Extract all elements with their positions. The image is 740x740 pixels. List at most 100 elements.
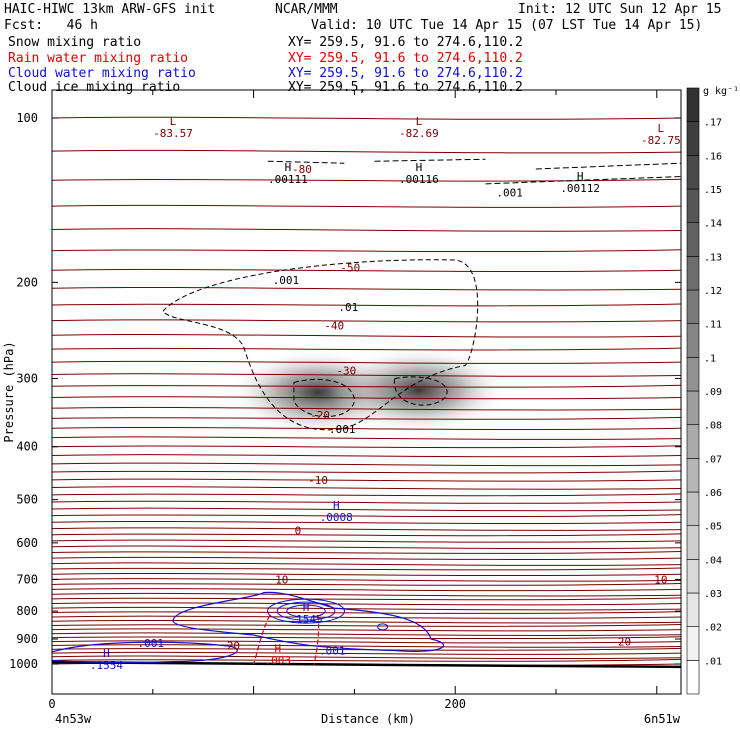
isotherm-label: -10 (308, 474, 328, 487)
isotherm-label: -30 (336, 364, 356, 377)
isotherm-line (52, 500, 681, 504)
isotherm-label: -50 (340, 262, 360, 275)
extremum-H: H (285, 161, 292, 174)
isotherm-line (52, 347, 681, 351)
colorbar-swatch (686, 491, 700, 526)
contour-label: .001 (319, 645, 346, 658)
extremum-value: .1554 (90, 659, 123, 672)
extremum-H: H (333, 499, 340, 512)
colorbar-swatch (686, 592, 700, 627)
isotherm-line (52, 426, 681, 431)
isotherm-line (52, 286, 681, 291)
x-axis-title: Distance (km) (321, 712, 415, 726)
isotherm-line (52, 651, 681, 655)
colorbar-swatch (686, 525, 700, 560)
isotherm-line (52, 655, 681, 660)
y-tick-label: 300 (16, 372, 38, 386)
colorbar-tick-label: .11 (704, 320, 722, 331)
cloud-water-contour-low (52, 641, 238, 664)
isotherm-line (52, 545, 681, 550)
plot-title: HAIC-HIWC 13km ARW-GFS init (4, 2, 216, 17)
isotherm-line (52, 647, 681, 651)
extremum-value: .00112 (560, 182, 600, 195)
extremum-H: H (577, 170, 584, 183)
isotherm-label: -40 (324, 320, 344, 333)
y-tick-label: 400 (16, 440, 38, 454)
colorbar-swatch (686, 626, 700, 661)
field-cloudice-label: Cloud ice mixing ratio (8, 80, 181, 95)
isotherm-line (52, 78, 681, 80)
isotherm-line (52, 436, 681, 440)
y-tick-label: 200 (16, 275, 38, 289)
colorbar-tick-label: .05 (704, 522, 722, 533)
isotherm-line (52, 334, 681, 338)
isotherm-line (52, 319, 681, 323)
isotherm-line (52, 268, 681, 272)
colorbar-tick-label: .09 (704, 387, 722, 398)
y-tick-label: 600 (16, 536, 38, 550)
org-label: NCAR/MMM (275, 2, 338, 17)
extremum-value: -83.57 (153, 127, 193, 140)
isotherm-line (52, 470, 681, 474)
isotherm-line (52, 562, 681, 566)
isotherm-line (52, 116, 681, 120)
colorbar-swatch (686, 424, 700, 459)
isotherm-line (52, 615, 681, 619)
y-tick-label: 100 (16, 111, 38, 125)
isotherm-line (52, 178, 681, 182)
field-cloudwater-xy: XY= 259.5, 91.6 to 274.6,110.2 (288, 66, 523, 81)
colorbar-swatch (686, 660, 700, 695)
colorbar-swatch (686, 323, 700, 358)
plot-border (51, 89, 682, 695)
colorbar-tick-label: .02 (704, 623, 722, 634)
isotherm-line (52, 636, 681, 640)
x-start-location: 4n53w (55, 712, 92, 726)
contour-label: .001 (138, 637, 165, 650)
x-tick-label: 0 (48, 697, 55, 711)
isotherm-line (52, 592, 681, 597)
isotherm-label: 0 (295, 525, 302, 538)
temperature-contours (52, 78, 681, 666)
extremum-value: .00116 (399, 173, 439, 186)
isotherm-label: -80 (292, 163, 312, 176)
cloud-water-contour-outer (172, 591, 444, 652)
field-rain-label: Rain water mixing ratio (8, 51, 189, 66)
colorbar-swatch (686, 222, 700, 257)
colorbar-swatch (686, 256, 700, 291)
isotherm-line (52, 462, 681, 467)
extremum-H: H (103, 647, 110, 660)
isotherm-line (52, 533, 681, 537)
snow-mixing-shading (228, 346, 509, 437)
contour-label: .001 (273, 274, 300, 287)
isotherm-label: 10 (654, 573, 667, 586)
isotherm-line (52, 373, 681, 377)
colorbar-tick-label: .16 (704, 151, 722, 162)
isotherm-line (52, 486, 681, 490)
colorbar-tick-label: .13 (704, 252, 722, 263)
colorbar-tick-label: .14 (704, 219, 722, 230)
isotherm-label: -20 (310, 409, 330, 422)
isotherm-line (52, 514, 681, 518)
isotherm-line (52, 228, 681, 232)
isotherm-line (52, 606, 681, 611)
extremum-value: .003 (265, 654, 292, 667)
y-tick-label: 900 (16, 632, 38, 646)
x-end-location: 6n51w (644, 712, 681, 726)
colorbar-tick-label: .08 (704, 421, 722, 432)
isotherm-line (52, 507, 681, 512)
colorbar-tick-label: .04 (704, 555, 722, 566)
contour-label: .01 (338, 301, 358, 314)
isotherm-line (52, 204, 681, 208)
isotherm-line (52, 454, 681, 458)
isotherm-line (52, 588, 681, 592)
isotherm-line (52, 416, 681, 420)
colorbar-tick-label: .1 (704, 353, 716, 364)
isotherm-line (52, 360, 681, 364)
snow-contour-01 (293, 378, 355, 418)
isotherm-line (52, 658, 681, 662)
field-rain-xy: XY= 259.5, 91.6 to 274.6,110.2 (288, 51, 523, 66)
extremum-value: .1545 (289, 613, 322, 626)
colorbar-swatch (686, 121, 700, 156)
extremum-H: H (274, 642, 281, 655)
colorbar: .01 .02 .03 .04 .05 .06 .07 .08 .09 .1 .11 .12 .13 .1… (686, 86, 739, 695)
